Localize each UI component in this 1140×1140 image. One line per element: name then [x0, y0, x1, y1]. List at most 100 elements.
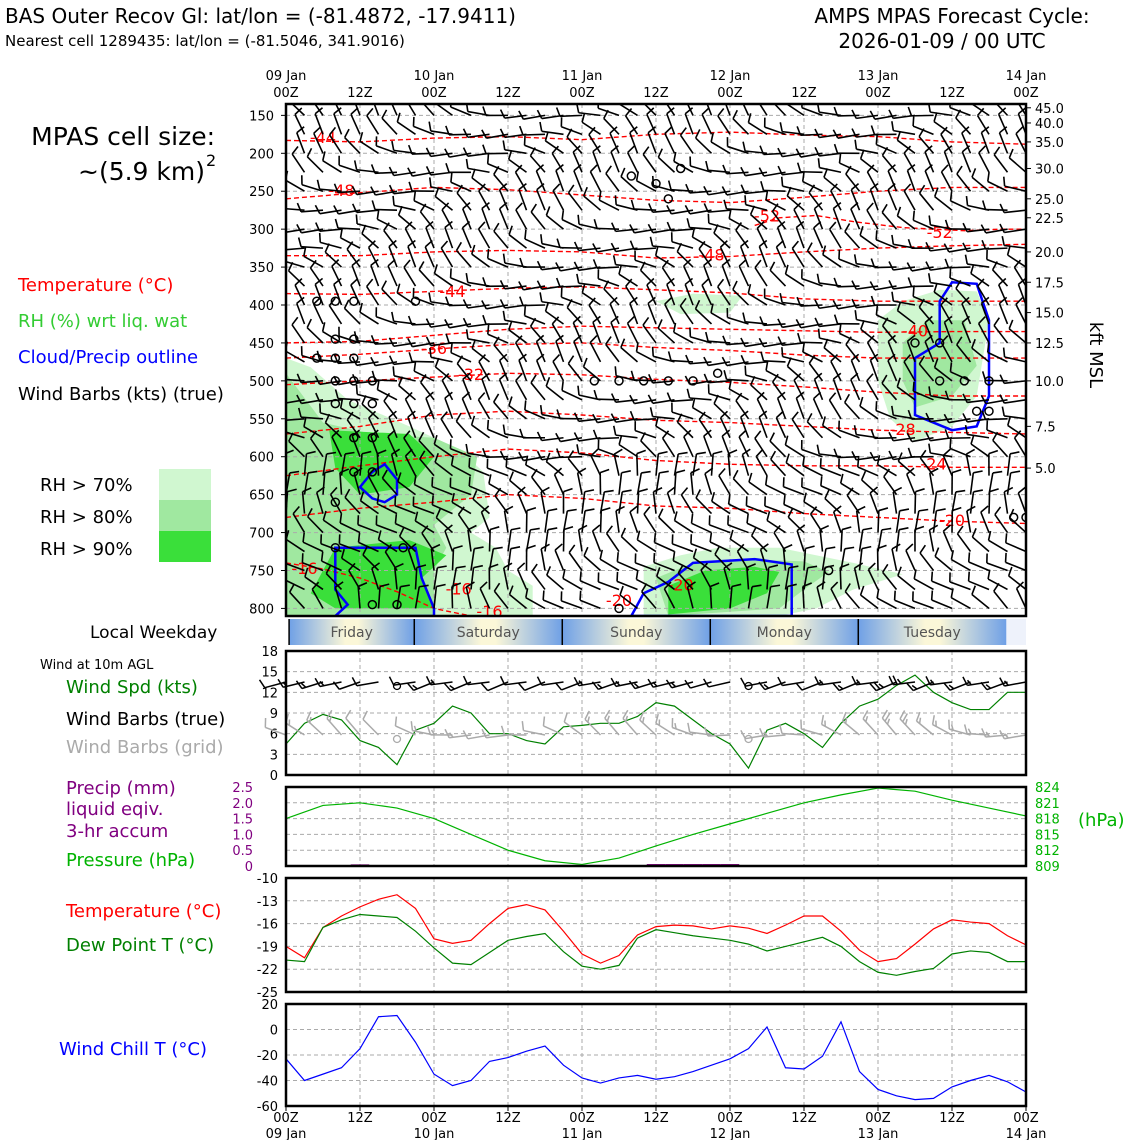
wind-barb-shaft — [845, 173, 861, 192]
wind-barb-shaft — [477, 228, 491, 249]
wind-barb-flag — [887, 353, 896, 362]
wind-barb-shaft — [477, 399, 491, 420]
wind-barb-flag — [397, 205, 403, 216]
wind-barb-flag — [760, 543, 769, 551]
wind-barb-shaft — [866, 342, 879, 363]
wind-barb-shaft — [314, 284, 324, 306]
wind-barb-shaft — [690, 681, 712, 689]
wind-barb-shaft — [431, 485, 453, 496]
wind-barb-flag — [531, 563, 538, 573]
wind-barb-shaft — [891, 548, 898, 571]
calm-wind-circle — [392, 599, 402, 610]
wind-barb-shaft — [666, 284, 676, 306]
wind-barb-flag — [779, 122, 783, 132]
wind-barb-flag — [408, 181, 413, 192]
wind-barb-shaft — [856, 318, 879, 325]
wind-barb-flag — [361, 450, 372, 455]
wind-barb-flag — [343, 299, 350, 309]
temp-contour — [286, 186, 1026, 204]
wind-barb-shaft — [802, 351, 823, 363]
wind-barb-flag — [346, 411, 354, 421]
legend-rh70-swatch — [159, 469, 211, 500]
wind-barb-flag — [643, 506, 651, 515]
wind-barb-shaft — [732, 118, 750, 135]
bottom-hour-label: 00Z — [569, 1111, 595, 1126]
wind-barb-shaft — [517, 492, 528, 514]
weekday-name: Tuesday — [903, 625, 961, 641]
wind-barb-flag — [691, 227, 696, 238]
wind-barb-shaft — [1004, 415, 1026, 420]
wind-barb-shaft — [311, 588, 324, 609]
wind-barb-shaft — [319, 209, 342, 215]
wind-barb-flag — [854, 562, 864, 569]
wind-barb-flag — [1001, 406, 1005, 417]
wind-barb-shaft — [546, 574, 565, 591]
wind-barb-shaft — [646, 284, 657, 306]
wind-barb-shaft — [471, 424, 490, 439]
wind-barb-flag — [462, 730, 469, 740]
wind-barb-flag — [406, 682, 415, 691]
wind-barb-flag — [599, 549, 604, 560]
wind-barb-flag — [612, 255, 617, 265]
calm-wind-circle — [626, 171, 637, 181]
wind-barb-flag — [933, 112, 938, 122]
wind-barb-shaft — [493, 401, 509, 420]
weekday-name: Saturday — [457, 625, 520, 641]
wind-barb-flag — [758, 410, 768, 418]
wind-barb-flag — [656, 567, 661, 577]
wind-barb-flag — [687, 722, 691, 733]
wind-barb-flag — [700, 562, 709, 571]
wind-barb-flag — [556, 238, 561, 248]
wind-barb-flag — [712, 450, 723, 455]
wind-barb-shaft — [692, 236, 712, 249]
wind-barb-flag — [1008, 148, 1014, 159]
wind-barb-flag — [333, 277, 342, 286]
wind-barb-flag — [690, 513, 694, 524]
wind-barb-flag — [751, 584, 762, 588]
wind-barb-shaft — [404, 228, 417, 249]
wind-barb-flag — [780, 176, 784, 187]
wind-barb-flag — [303, 417, 307, 427]
wind-barb-flag — [912, 116, 915, 127]
wind-barb-flag — [1004, 552, 1007, 563]
wind-barb-shaft — [333, 113, 343, 135]
calm-wind-circle — [984, 376, 994, 386]
cloud-outline — [358, 462, 399, 504]
wind-barb-flag — [851, 128, 857, 138]
wind-barb-shaft — [288, 270, 306, 287]
wind-barb-shaft — [765, 484, 786, 496]
wind-barb-flag — [324, 243, 330, 253]
top-hour-label: 12Z — [495, 86, 521, 101]
wind-barb-flag — [642, 316, 650, 326]
wind-barb-shaft — [751, 535, 768, 553]
wind-barb-flag — [897, 566, 902, 576]
wind-barb-flag — [980, 505, 989, 513]
wind-barb-shaft — [615, 228, 638, 233]
wind-barb-flag — [928, 215, 932, 226]
wind-barb-shaft — [1008, 157, 1026, 173]
wind-barb-flag — [593, 219, 598, 229]
wind-barb-shaft — [782, 548, 787, 571]
wind-barb-shaft — [503, 510, 509, 533]
wind-barb-shaft — [882, 571, 898, 590]
wind-barb-flag — [504, 505, 514, 512]
kft-tick-label: 17.5 — [1035, 276, 1064, 291]
y-tick-label: -60 — [257, 1100, 278, 1115]
wind-barb-shaft — [522, 304, 546, 307]
wind-barb-flag — [756, 391, 765, 400]
wind-barb-flag — [455, 412, 462, 422]
wind-barb-flag — [521, 721, 525, 731]
wind-barb-shaft — [918, 192, 935, 211]
wind-barb-flag — [759, 727, 765, 738]
wind-barb-shaft — [892, 491, 898, 514]
wind-barb-shaft — [592, 321, 602, 344]
wind-barb-flag — [610, 145, 619, 153]
wind-barb-shaft — [671, 411, 694, 420]
wind-barb-flag — [721, 356, 728, 366]
wind-barb-flag — [529, 147, 536, 157]
wind-barb-shaft — [265, 726, 287, 736]
wind-barb-flag — [740, 354, 746, 365]
wind-barb-shaft — [561, 218, 583, 230]
wind-barb-flag — [578, 680, 584, 686]
wind-barb-shaft — [397, 480, 416, 496]
